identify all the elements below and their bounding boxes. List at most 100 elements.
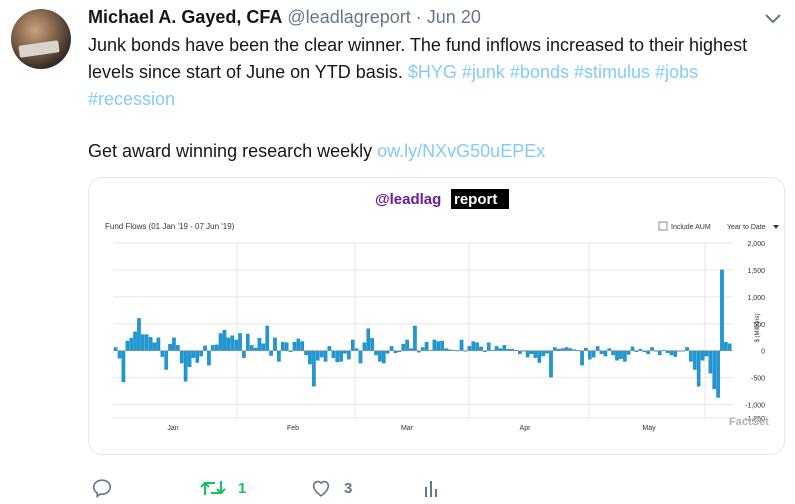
flow-bar bbox=[603, 350, 608, 357]
flow-bar bbox=[323, 350, 328, 362]
flow-bar bbox=[164, 350, 168, 370]
flow-bar bbox=[658, 350, 662, 356]
hashtag[interactable]: #bonds bbox=[509, 62, 569, 82]
flow-bar bbox=[335, 350, 339, 363]
like-button[interactable]: 3 bbox=[310, 474, 352, 502]
logo-suffix: report bbox=[454, 191, 497, 208]
flow-bar bbox=[284, 342, 289, 351]
flow-bar bbox=[347, 350, 351, 360]
period-select[interactable]: Year to Date bbox=[727, 224, 766, 231]
tweet-text: Junk bonds have been the clear winner. T… bbox=[88, 32, 778, 113]
flow-bar bbox=[129, 338, 133, 351]
flow-bar bbox=[214, 344, 219, 351]
flow-bar bbox=[242, 350, 246, 358]
flow-bar bbox=[712, 350, 717, 390]
cta-link[interactable]: ow.ly/NXvG50uEPEx bbox=[377, 141, 546, 161]
author-avatar[interactable] bbox=[11, 9, 71, 69]
flow-bar bbox=[261, 343, 266, 351]
flow-bar bbox=[599, 350, 604, 355]
chevron-down-icon[interactable] bbox=[762, 11, 784, 27]
flow-bar bbox=[588, 350, 592, 360]
flow-bar bbox=[502, 345, 507, 351]
tweet-cta: Get award winning research weekly ow.ly/… bbox=[88, 140, 545, 162]
x-tick-label: Apr bbox=[520, 425, 532, 432]
include-aum-checkbox[interactable] bbox=[658, 221, 668, 231]
author-name[interactable]: Michael A. Gayed, CFA bbox=[88, 7, 283, 27]
flow-bar bbox=[137, 318, 141, 351]
flow-bar bbox=[727, 343, 732, 351]
caret-down-icon[interactable] bbox=[773, 225, 779, 229]
hashtag[interactable]: #recession bbox=[88, 89, 176, 109]
flow-bar bbox=[498, 348, 503, 351]
flow-bar bbox=[319, 350, 324, 358]
hashtag[interactable]: #junk bbox=[461, 62, 505, 82]
flow-bar bbox=[117, 350, 122, 359]
flow-bar bbox=[685, 347, 689, 351]
fund-flows-chart: @leadlag report Fund Flows (01 Jan '19 -… bbox=[105, 189, 779, 432]
flow-bar bbox=[133, 331, 137, 351]
flow-bar bbox=[541, 350, 545, 357]
tweet-date[interactable]: Jun 20 bbox=[426, 7, 481, 27]
flow-bar bbox=[665, 350, 670, 353]
hashtag[interactable]: #jobs bbox=[655, 62, 699, 82]
x-tick-label: Mar bbox=[401, 425, 414, 432]
flow-bar bbox=[269, 350, 273, 356]
flow-bar bbox=[382, 350, 386, 364]
flow-bar bbox=[308, 350, 312, 365]
flow-bar bbox=[144, 334, 149, 351]
y-axis-label: $ (Millions) bbox=[755, 313, 761, 342]
media-card[interactable]: @leadlag report Fund Flows (01 Jan '19 -… bbox=[88, 177, 785, 455]
flow-bar bbox=[436, 341, 441, 351]
analytics-button[interactable] bbox=[422, 474, 440, 502]
flow-bar bbox=[545, 350, 549, 354]
flow-bar bbox=[611, 350, 615, 356]
flow-bar bbox=[630, 346, 635, 351]
plot-area: 2,000 1,500 1,000 500 0 -500 -1,000 -1,250 Jan Fe… bbox=[113, 241, 765, 432]
y-tick-label: 0 bbox=[761, 349, 765, 356]
flow-bar bbox=[273, 337, 277, 351]
flow-bar bbox=[708, 350, 713, 374]
author-handle[interactable]: @leadlagreport bbox=[287, 7, 411, 27]
flow-bar bbox=[168, 344, 172, 351]
avatar-photo-detail bbox=[18, 40, 60, 58]
tweet-header: Michael A. Gayed, CFA @leadlagreport · J… bbox=[88, 6, 481, 28]
flow-bar bbox=[479, 346, 483, 351]
y-tick-label: 2,000 bbox=[747, 241, 765, 248]
flow-bar bbox=[533, 350, 538, 358]
reply-button[interactable] bbox=[91, 474, 113, 502]
retweet-button[interactable]: 1 bbox=[200, 474, 246, 502]
flow-bar bbox=[669, 350, 674, 356]
flow-bar bbox=[623, 350, 627, 362]
flow-bar bbox=[591, 350, 596, 358]
flow-bar bbox=[471, 341, 476, 351]
flow-bar bbox=[424, 341, 429, 351]
flow-bar bbox=[615, 350, 619, 361]
hashtag[interactable]: #stimulus bbox=[574, 62, 651, 82]
hashtag[interactable]: $HYG bbox=[407, 62, 457, 82]
flow-bar bbox=[199, 350, 203, 357]
flow-bar bbox=[560, 348, 565, 351]
flow-bar bbox=[724, 341, 728, 351]
y-tick-label: -1,250 bbox=[745, 416, 765, 423]
flow-bar bbox=[378, 350, 382, 362]
flow-bar bbox=[700, 350, 705, 361]
flow-bar bbox=[249, 345, 254, 351]
flow-bar bbox=[673, 350, 678, 357]
flow-bar bbox=[385, 350, 390, 354]
flow-bar bbox=[692, 350, 697, 370]
y-tick-label: 1,000 bbox=[747, 295, 765, 302]
flow-bar bbox=[529, 350, 534, 355]
flow-bar bbox=[203, 345, 207, 351]
flow-bar bbox=[183, 350, 188, 382]
flow-bar bbox=[280, 341, 285, 351]
retweet-count: 1 bbox=[238, 479, 247, 497]
tweet-actions: 1 3 bbox=[88, 474, 508, 502]
flow-bar bbox=[148, 337, 153, 351]
analytics-icon bbox=[425, 481, 437, 497]
flow-bar bbox=[331, 350, 336, 358]
flow-bar bbox=[141, 334, 145, 351]
retweet-icon bbox=[200, 481, 226, 495]
flow-bar bbox=[494, 346, 499, 351]
flow-bar bbox=[257, 338, 262, 351]
flow-bar bbox=[525, 350, 530, 358]
